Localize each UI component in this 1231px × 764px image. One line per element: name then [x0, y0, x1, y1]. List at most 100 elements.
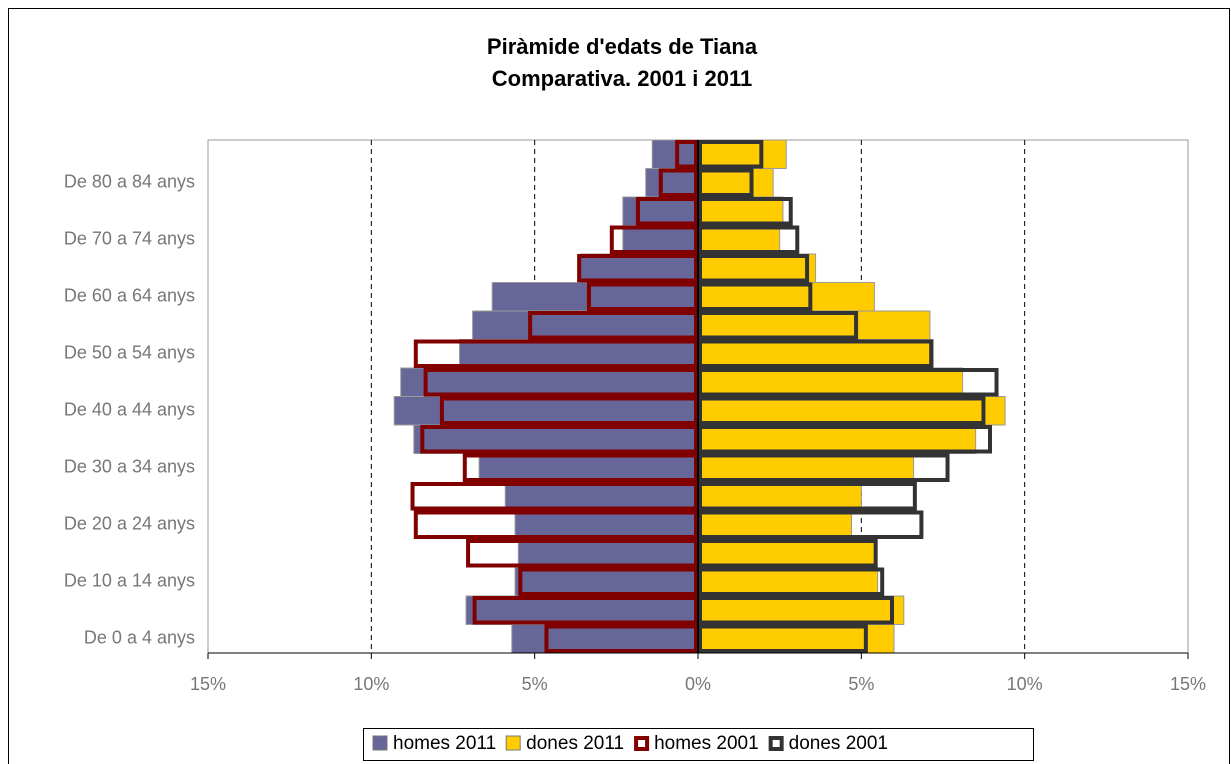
- x-tick-label: 5%: [848, 674, 874, 694]
- x-tick-label: 10%: [1007, 674, 1043, 694]
- bar-outline: [698, 396, 986, 425]
- bar: [697, 396, 1006, 426]
- bar-outline: [698, 482, 917, 511]
- bar: [465, 595, 699, 625]
- bar: [459, 339, 699, 369]
- bar-outline: [413, 339, 698, 368]
- y-tick-label: De 0 a 4 anys: [84, 628, 195, 648]
- bar: [697, 481, 862, 511]
- bar: [579, 253, 699, 283]
- bar: [504, 481, 699, 511]
- bar-outline: [698, 567, 885, 596]
- bar-outline: [462, 453, 698, 482]
- legend-marker: [634, 736, 650, 751]
- bar-outline: [698, 624, 868, 653]
- bar-outline: [698, 311, 859, 340]
- legend-label: dones 2001: [789, 733, 888, 754]
- legend-marker: [372, 735, 388, 751]
- bar: [697, 567, 879, 597]
- bar: [697, 196, 784, 226]
- legend-box: [363, 728, 1034, 761]
- bar: [697, 424, 977, 454]
- chart-subtitle: Comparativa. 2001 i 2011: [492, 66, 753, 91]
- bar: [697, 339, 934, 369]
- legend-marker: [505, 735, 521, 751]
- bar-outline: [410, 482, 698, 511]
- bar: [697, 595, 905, 625]
- legend-label: dones 2011: [526, 733, 624, 754]
- bar-outline: [518, 567, 698, 596]
- chart-frame: [8, 8, 1230, 764]
- bar: [517, 538, 699, 568]
- bar-outline: [698, 282, 813, 311]
- y-tick-label: De 30 a 34 anys: [64, 457, 195, 477]
- bar: [472, 310, 699, 340]
- bar-outline: [413, 510, 698, 539]
- bar-outline: [698, 596, 894, 625]
- bar: [400, 367, 699, 397]
- bar: [622, 225, 699, 255]
- bar-outline: [439, 396, 698, 425]
- bar-outline: [609, 225, 698, 254]
- bar: [697, 139, 787, 169]
- bar-outline: [658, 168, 698, 197]
- bar-outline: [544, 624, 699, 653]
- bar-outline: [528, 311, 699, 340]
- bar: [697, 168, 774, 198]
- bar-outline: [420, 425, 698, 454]
- y-tick-label: De 70 a 74 anys: [64, 229, 195, 249]
- bar: [393, 396, 699, 426]
- bar-outline: [698, 539, 878, 568]
- x-tick-label: 5%: [522, 674, 548, 694]
- y-tick-label: De 20 a 24 anys: [64, 514, 195, 534]
- bar: [478, 453, 699, 483]
- y-tick-label: De 60 a 64 anys: [64, 286, 195, 306]
- bar: [651, 139, 699, 169]
- bar: [697, 510, 853, 540]
- bar: [697, 225, 781, 255]
- bar: [491, 282, 699, 312]
- x-tick-label: 10%: [353, 674, 389, 694]
- y-tick-label: De 40 a 44 anys: [64, 400, 195, 420]
- x-tick-label: 15%: [1170, 674, 1206, 694]
- bar-outline: [472, 596, 698, 625]
- bar: [697, 367, 964, 397]
- bar-outline: [586, 282, 699, 311]
- bar: [413, 424, 699, 454]
- bar-outline: [577, 254, 699, 283]
- bar-outline: [698, 425, 992, 454]
- legend-marker: [768, 736, 784, 751]
- bar-outline: [698, 510, 924, 539]
- bar: [697, 253, 817, 283]
- chart-title: Piràmide d'edats de Tiana: [487, 34, 758, 59]
- bar: [697, 310, 931, 340]
- x-tick-label: 15%: [190, 674, 226, 694]
- bar: [697, 538, 875, 568]
- bar-outline: [698, 368, 999, 397]
- legend-label: homes 2011: [393, 733, 496, 754]
- bar-outline: [698, 140, 764, 169]
- bar-outline: [698, 168, 754, 197]
- bar: [697, 282, 875, 312]
- y-tick-label: De 80 a 84 anys: [64, 172, 195, 192]
- bar-outline: [466, 539, 699, 568]
- bar-outline: [698, 254, 810, 283]
- bar: [697, 453, 915, 483]
- bar-outline: [423, 368, 698, 397]
- legend-label: homes 2001: [654, 733, 759, 754]
- bar: [514, 510, 699, 540]
- bar-outline: [698, 225, 800, 254]
- x-tick-label: 0%: [685, 674, 711, 694]
- bar-outline: [635, 197, 699, 226]
- bar-outline: [698, 197, 793, 226]
- bar-outline: [675, 140, 699, 169]
- bar: [514, 567, 699, 597]
- y-tick-label: De 10 a 14 anys: [64, 571, 195, 591]
- y-tick-label: De 50 a 54 anys: [64, 343, 195, 363]
- bar: [645, 168, 699, 198]
- bar-outline: [698, 339, 934, 368]
- bar: [511, 624, 699, 654]
- bar-outline: [698, 453, 950, 482]
- bar: [622, 196, 699, 226]
